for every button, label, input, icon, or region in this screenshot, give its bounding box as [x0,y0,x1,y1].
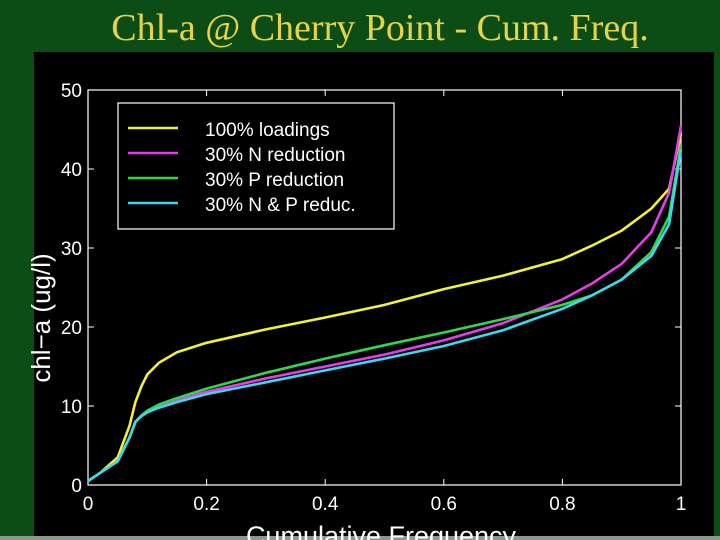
legend-label: 30% N reduction [205,145,345,166]
legend: 100% loadings 30% N reduction 30% P reduct… [117,102,395,230]
x-tick-label: 0.2 [193,494,219,515]
legend-label: 30% N & P reduc. [205,195,356,216]
series-layer [87,125,683,483]
y-tick-label: 30 [61,239,82,260]
y-tick-label: 20 [61,318,82,339]
slide-bottom-line [0,536,720,540]
legend-label: 100% loadings [205,120,330,141]
legend-box [117,102,395,230]
legend-label: 30% P reduction [205,170,344,191]
y-tick-label: 50 [61,81,82,102]
series-line-4 [87,149,683,483]
x-tick-label: 0.6 [431,494,457,515]
series-line-1 [87,133,683,483]
y-tick-label: 40 [61,160,82,181]
y-tick-label: 0 [71,476,82,497]
x-axis-label: Cumulative Frequency [246,521,517,540]
y-tick-label: 10 [61,397,82,418]
x-tick-label: 0.4 [312,494,339,515]
slide-right-edge [714,52,720,540]
x-tick-label: 1 [676,494,687,515]
x-tick-label: 0 [83,494,94,515]
slide-title: Chl-a @ Cherry Point - Cum. Freq. [111,7,649,49]
y-axis-label: chl−a (ug/l) [26,253,56,382]
x-tick-label: 0.8 [549,494,575,515]
plot-frame [87,89,682,486]
